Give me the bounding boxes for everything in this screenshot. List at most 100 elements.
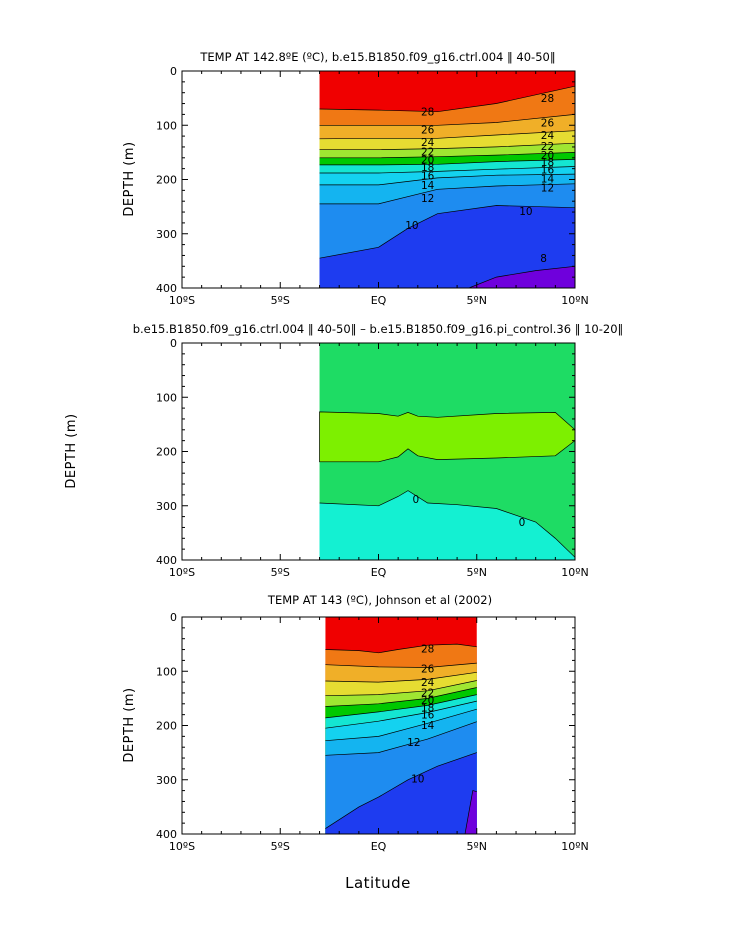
contour-label: 0	[412, 494, 419, 506]
y-tick-label: 0	[170, 337, 177, 350]
band-positive	[319, 411, 575, 463]
contour-label: 12	[541, 183, 554, 195]
isotherm-26	[325, 662, 477, 668]
contour-fills	[319, 71, 575, 288]
isotherm-12	[325, 721, 477, 756]
x-tick-label: 10ºN	[561, 840, 588, 853]
isotherm-20	[319, 152, 575, 159]
isotherm-18	[319, 159, 575, 166]
y-tick-label: 300	[156, 774, 177, 787]
x-tick-label: 10ºS	[169, 294, 195, 307]
x-tick-label: 10ºN	[561, 294, 588, 307]
isotherm-22	[325, 680, 477, 697]
contour-label: 24	[421, 677, 435, 689]
y-tick-label: 0	[170, 611, 177, 624]
band-below-8	[465, 790, 477, 834]
y-tick-label: 200	[156, 446, 177, 459]
contour-label: 26	[421, 125, 435, 137]
y-tick-label: 200	[156, 174, 177, 187]
contour-label: 28	[421, 643, 434, 655]
isotherm-16	[325, 700, 477, 729]
y-tick-label: 300	[156, 500, 177, 513]
isotherm-12	[319, 183, 575, 205]
y-tick-label: 100	[156, 391, 177, 404]
contour-label: 18	[541, 157, 554, 169]
contour-label: 14	[421, 720, 435, 732]
contour-label: 16	[541, 165, 555, 177]
isotherm-28	[319, 85, 575, 113]
y-tick-label: 100	[156, 665, 177, 678]
contour-label: 10	[519, 206, 532, 218]
isotherm-24	[325, 671, 477, 683]
contour-label: 18	[421, 703, 434, 715]
contour-fills	[325, 617, 477, 834]
isotherm-26	[319, 114, 575, 126]
isotherm-14	[325, 708, 477, 742]
contour-label: 28	[421, 107, 434, 119]
x-tick-label: 5ºN	[467, 294, 487, 307]
contour-label: 22	[421, 146, 434, 158]
contour-label: 22	[541, 141, 554, 153]
band-below-10	[319, 205, 575, 288]
y-tick-label: 0	[170, 65, 177, 78]
x-tick-label: 10ºN	[561, 566, 588, 579]
x-tick-label: 5ºN	[467, 566, 487, 579]
isotherm-14	[319, 173, 575, 186]
y-tick-label: 200	[156, 720, 177, 733]
contour-label: 14	[421, 180, 435, 192]
contour-label: 28	[541, 93, 554, 105]
contour-label: 24	[541, 130, 555, 142]
contour-label: 12	[407, 737, 420, 749]
isotherm-10	[319, 205, 575, 259]
contour-label: 26	[541, 118, 555, 130]
isotherm-10	[325, 752, 477, 829]
contour-lines	[319, 490, 575, 558]
contour-label: 0	[519, 517, 526, 529]
contour-labels: 00	[412, 494, 525, 529]
axis-ticks: 10ºS 5ºS EQ 5ºN 10ºN 0 100 200 300 400	[156, 337, 589, 579]
y-tick-label: 100	[156, 119, 177, 132]
x-tick-label: 5ºS	[271, 566, 290, 579]
contour-lines	[325, 643, 477, 834]
contour-label: 24	[421, 137, 435, 149]
y-axis-label: DEPTH (m)	[64, 413, 79, 488]
contour-label: 18	[421, 162, 434, 174]
x-tick-label: EQ	[371, 294, 387, 307]
y-tick-label: 400	[156, 828, 177, 841]
contour-fills	[319, 343, 575, 560]
y-tick-label: 300	[156, 228, 177, 241]
contour-label: 22	[421, 687, 434, 699]
y-tick-label: 400	[156, 282, 177, 295]
band-negative	[319, 490, 575, 560]
y-tick-label: 400	[156, 554, 177, 567]
contour-label: 12	[421, 193, 434, 205]
x-tick-label: 10ºS	[169, 840, 195, 853]
x-tick-label: 5ºS	[271, 840, 290, 853]
contour-label: 20	[541, 150, 554, 162]
x-tick-label: 10ºS	[169, 566, 195, 579]
x-tick-label: EQ	[371, 840, 387, 853]
panel-title: TEMP AT 143 (ºC), Johnson et al (2002)	[267, 593, 492, 607]
x-tick-label: EQ	[371, 566, 387, 579]
panel-title: TEMP AT 142.8ºE (ºC), b.e15.B1850.f09_g1…	[199, 50, 555, 64]
contour-label: 16	[421, 171, 435, 183]
panel-ctrl-temperature: TEMP AT 142.8ºE (ºC), b.e15.B1850.f09_g1…	[122, 50, 589, 307]
contour-label: 10	[411, 774, 424, 786]
contour-label: 20	[421, 154, 434, 166]
contour-label: 20	[421, 695, 434, 707]
zero-contour	[319, 490, 575, 558]
band-below-10	[325, 752, 477, 834]
isotherm-22	[319, 142, 575, 151]
isotherm-8	[468, 265, 575, 288]
panel-temperature-difference: b.e15.B1850.f09_g16.ctrl.004 ‖ 40-50‖ – …	[64, 322, 623, 579]
x-tick-label: 5ºS	[271, 294, 290, 307]
contour-label: 10	[405, 220, 418, 232]
band-below-8	[468, 266, 575, 288]
isotherm-18	[325, 694, 477, 719]
axis-ticks: 10ºS 5ºS EQ 5ºN 10ºN 0 100 200 300 400	[156, 65, 589, 307]
contour-label: 8	[540, 253, 547, 265]
isotherm-8	[464, 790, 477, 834]
